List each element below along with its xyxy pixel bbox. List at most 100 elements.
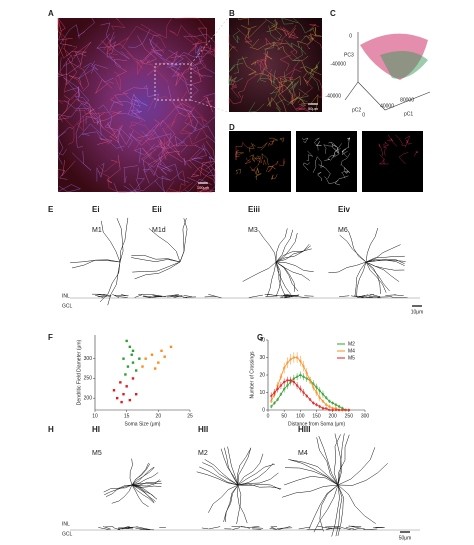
- fiber: [156, 145, 171, 175]
- fiber: [61, 159, 76, 177]
- fiber: [149, 34, 178, 67]
- fiber: [132, 94, 148, 106]
- point: [344, 408, 347, 412]
- x-tick-label: 150: [312, 413, 321, 419]
- fiber: [66, 51, 87, 76]
- fiber: [188, 127, 208, 145]
- dendrite: [365, 227, 379, 263]
- fiber: [249, 154, 255, 162]
- point: [134, 369, 138, 372]
- point: [305, 372, 309, 375]
- fiber: [314, 137, 320, 151]
- dendrite: [223, 484, 239, 522]
- stratification: [357, 294, 369, 298]
- point: [315, 403, 318, 406]
- x-tick-label: 0: [267, 413, 270, 419]
- fiber: [249, 43, 277, 51]
- dendrite: [365, 261, 387, 293]
- dendrite: [275, 261, 310, 281]
- panel-label: G: [257, 333, 263, 342]
- point: [131, 361, 135, 364]
- y-axis-label: Dendritic Field Diameter (μm): [76, 339, 82, 405]
- dendrite: [316, 437, 339, 486]
- fiber: [264, 18, 277, 26]
- fiber: [113, 58, 128, 77]
- fiber: [57, 43, 78, 57]
- fiber: [160, 163, 190, 183]
- fiber: [170, 68, 190, 95]
- fiber: [254, 173, 262, 181]
- fiber: [279, 137, 285, 143]
- fiber: [244, 157, 252, 165]
- point: [305, 394, 309, 398]
- fiber: [330, 143, 342, 161]
- point: [312, 401, 315, 405]
- dendrite: [237, 448, 252, 486]
- dendrite: [237, 472, 279, 486]
- point: [125, 339, 128, 343]
- dendrite: [129, 458, 133, 486]
- fiber: [162, 127, 192, 169]
- fiber: [83, 60, 99, 71]
- dendrite: [284, 476, 339, 486]
- cell-label: M3: [248, 227, 258, 234]
- fiber: [277, 81, 294, 113]
- dendrite: [208, 484, 239, 513]
- fiber: [193, 143, 207, 160]
- dendrite: [275, 261, 292, 296]
- x-axis-label: Soma Size (μm): [125, 421, 161, 427]
- fiber: [192, 27, 207, 45]
- point: [315, 386, 318, 389]
- dendrite: [237, 463, 275, 486]
- stratification: [298, 526, 311, 530]
- dendrite: [104, 484, 133, 496]
- dendrite: [131, 472, 159, 486]
- dendrite: [289, 459, 339, 486]
- point: [292, 356, 296, 359]
- fiber: [104, 121, 134, 146]
- fiber: [144, 123, 163, 150]
- stratification: [316, 525, 333, 530]
- point: [138, 357, 141, 360]
- fiber: [279, 83, 284, 93]
- fiber: [129, 178, 159, 193]
- fiber: [277, 46, 294, 62]
- dendrite: [131, 484, 156, 502]
- fiber: [268, 137, 278, 146]
- fiber: [175, 61, 192, 81]
- dendrite: [131, 484, 162, 488]
- dendrite: [308, 484, 339, 530]
- cell-label: M6: [338, 227, 348, 234]
- fiber: [129, 131, 156, 146]
- stratification: [340, 527, 352, 531]
- fiber: [95, 79, 114, 94]
- fiber: [109, 31, 130, 60]
- stratification: [208, 526, 221, 530]
- fiber: [128, 112, 144, 152]
- dendrite: [275, 245, 311, 263]
- fiber: [303, 35, 323, 49]
- fiber: [169, 25, 195, 41]
- fiber: [181, 91, 208, 122]
- dendrite: [196, 471, 239, 486]
- fiber: [379, 158, 389, 165]
- point: [282, 387, 286, 391]
- fiber: [237, 75, 257, 98]
- fiber: [85, 115, 100, 125]
- dendrite: [237, 483, 281, 490]
- point: [302, 391, 305, 394]
- y-tick-label: 200: [84, 395, 93, 401]
- y-tick-label: 0: [262, 407, 265, 413]
- fiber: [147, 156, 183, 181]
- fiber: [272, 160, 279, 167]
- point: [302, 365, 305, 368]
- stratification: [248, 294, 263, 298]
- fiber: [291, 102, 306, 111]
- fiber: [179, 119, 194, 134]
- stratification: [285, 294, 300, 298]
- point: [126, 365, 130, 368]
- point: [125, 385, 128, 388]
- stratification: [114, 294, 129, 297]
- dendrite: [288, 459, 339, 486]
- fiber: [282, 69, 295, 80]
